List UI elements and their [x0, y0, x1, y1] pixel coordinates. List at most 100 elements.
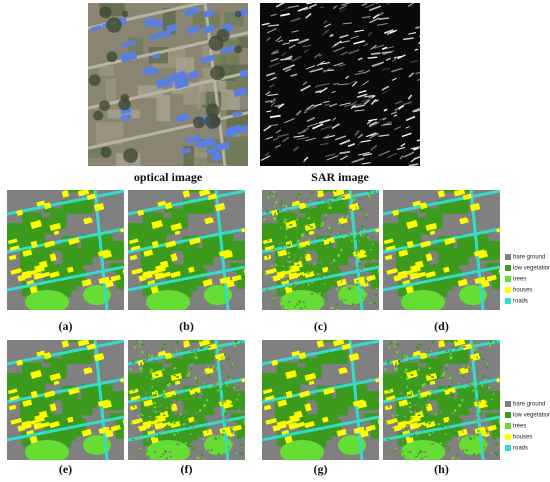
- noise: [192, 385, 196, 389]
- noise: [282, 280, 284, 282]
- speckle: [277, 133, 289, 138]
- noise: [315, 244, 317, 247]
- noise: [340, 248, 343, 252]
- house: [147, 429, 156, 435]
- noise: [407, 388, 410, 391]
- noise: [485, 429, 489, 433]
- noise: [471, 359, 473, 361]
- noise: [272, 195, 275, 198]
- speckle: [295, 110, 302, 116]
- noise: [391, 437, 395, 440]
- noise: [266, 210, 269, 214]
- noise: [133, 431, 136, 434]
- road: [128, 227, 245, 254]
- noise: [449, 353, 452, 355]
- low-vegetation: [82, 385, 95, 408]
- noise: [218, 398, 221, 400]
- speckle: [353, 40, 365, 45]
- noise: [146, 450, 149, 452]
- noise: [280, 300, 283, 302]
- noise: [296, 303, 299, 306]
- house: [241, 377, 245, 383]
- speckle: [408, 72, 415, 78]
- noise: [155, 389, 157, 391]
- noise: [376, 269, 379, 272]
- roof: [166, 23, 178, 33]
- noise: [311, 280, 313, 284]
- speckle: [316, 60, 325, 67]
- noise: [186, 372, 188, 375]
- classification-map: [128, 340, 245, 460]
- noise: [359, 237, 362, 240]
- noise: [352, 286, 354, 289]
- house: [49, 271, 60, 279]
- noise: [412, 421, 415, 424]
- speckle: [287, 4, 300, 9]
- noise: [221, 399, 224, 402]
- house: [272, 274, 281, 282]
- house: [365, 274, 376, 282]
- noise: [207, 346, 211, 348]
- noise: [287, 209, 290, 211]
- noise: [297, 253, 301, 255]
- trees: [280, 440, 324, 460]
- speckle: [266, 36, 271, 42]
- speckle: [265, 136, 274, 140]
- noise: [402, 396, 405, 399]
- noise: [423, 430, 426, 434]
- noise: [183, 365, 187, 369]
- speckle: [355, 102, 363, 107]
- house: [207, 343, 218, 351]
- noise: [342, 236, 346, 239]
- house: [147, 279, 156, 285]
- noise: [457, 416, 460, 419]
- house: [284, 435, 293, 444]
- noise: [176, 432, 179, 434]
- noise: [388, 405, 390, 408]
- noise: [139, 422, 142, 425]
- classification-map: [262, 190, 379, 310]
- speckle: [367, 56, 378, 59]
- noise: [494, 353, 496, 356]
- house: [151, 219, 163, 229]
- noise: [407, 370, 411, 373]
- tree: [118, 98, 131, 111]
- noise: [212, 365, 215, 369]
- noise: [458, 419, 461, 422]
- speckle: [265, 100, 273, 103]
- noise: [456, 340, 458, 343]
- noise: [356, 217, 360, 219]
- speckle: [402, 101, 412, 106]
- noise: [441, 372, 443, 375]
- noise: [319, 275, 323, 278]
- noise: [348, 288, 352, 290]
- noise: [407, 459, 411, 460]
- legend-swatch: [505, 423, 511, 429]
- roof: [213, 141, 230, 152]
- speckle: [314, 84, 320, 88]
- noise: [333, 280, 337, 282]
- noise: [229, 378, 232, 381]
- noise: [339, 252, 341, 255]
- speckle: [302, 81, 308, 86]
- low-vegetation: [416, 244, 444, 251]
- speckle: [393, 114, 398, 117]
- legend-label: houses: [513, 288, 532, 294]
- noise: [265, 288, 269, 290]
- tree: [106, 17, 122, 33]
- noise: [398, 359, 401, 363]
- noise: [150, 416, 152, 419]
- noise: [499, 445, 500, 448]
- noise: [144, 438, 147, 441]
- noise: [458, 382, 460, 386]
- speckle: [415, 26, 420, 29]
- noise: [354, 264, 356, 266]
- house: [131, 267, 143, 275]
- noise: [361, 204, 365, 208]
- noise: [442, 391, 445, 394]
- noise: [479, 412, 483, 416]
- speckle: [410, 146, 420, 150]
- noise: [361, 297, 364, 299]
- noise: [221, 429, 224, 433]
- noise: [394, 364, 396, 366]
